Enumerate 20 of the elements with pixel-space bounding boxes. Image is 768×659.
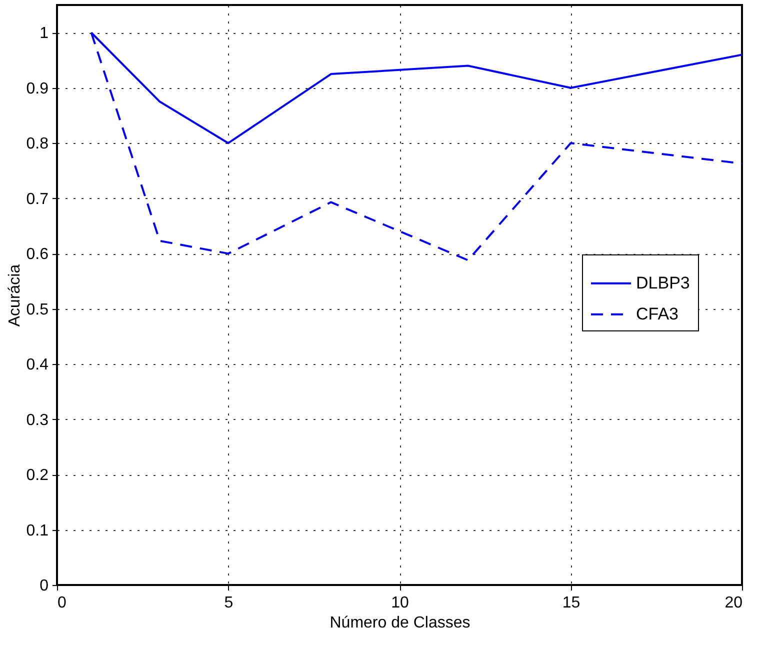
y-axis-title: Acurácia: [6, 264, 24, 327]
x-tick-label: 10: [391, 594, 409, 612]
y-tick-label: 0: [40, 578, 49, 594]
x-tick-label: 15: [562, 594, 580, 612]
y-tick-label: 0.5: [26, 301, 49, 318]
y-tick-label: 0.3: [26, 412, 49, 429]
x-tick-label: 20: [724, 594, 743, 612]
y-tick-label: 0.6: [26, 246, 49, 264]
x-tick-label: 0: [58, 594, 66, 612]
y-tick-label: 0.9: [26, 80, 49, 98]
legend-label: DLBP3: [636, 273, 690, 292]
y-tick-label: 0.8: [26, 136, 49, 153]
x-tick-label: 5: [224, 594, 234, 612]
y-tick-label: 0.4: [26, 356, 49, 374]
legend-label: CFA3: [636, 304, 679, 324]
x-axis-title: Número de Classes: [330, 614, 470, 632]
y-tick-label: 0.7: [26, 190, 49, 208]
y-tick-label: 0.2: [26, 467, 49, 484]
y-tick-label: 1: [40, 25, 49, 42]
y-tick-label: 0.1: [26, 522, 49, 540]
